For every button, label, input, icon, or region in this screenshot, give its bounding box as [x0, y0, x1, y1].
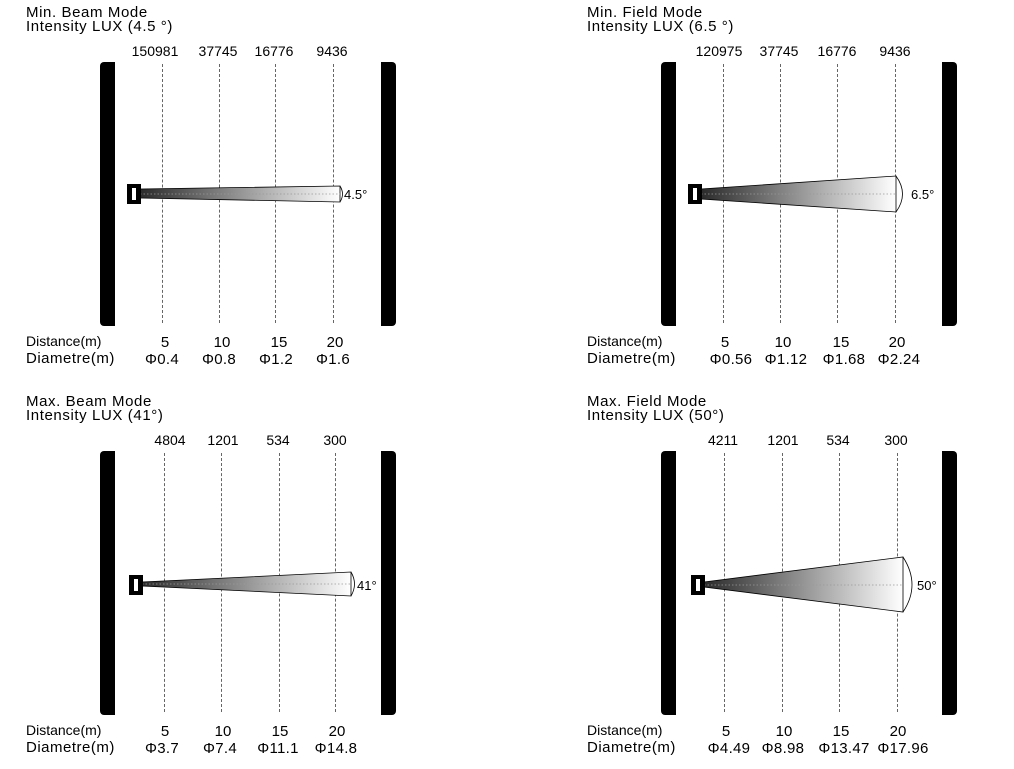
diametre-label: Diametre(m)	[587, 739, 676, 756]
lux-value: 37745	[198, 43, 238, 59]
beam-angle-label: 4.5°	[344, 187, 368, 202]
diameter-value: Φ17.96	[877, 740, 929, 757]
fixture-icon	[127, 184, 141, 204]
panel-subtitle: Intensity LUX (41°)	[26, 407, 164, 424]
diametre-label: Diametre(m)	[26, 350, 115, 367]
angle-arc	[895, 175, 903, 213]
distance-value: 10	[774, 334, 792, 351]
beam-cone-svg	[700, 175, 903, 213]
lux-value: 300	[884, 432, 908, 448]
diameter-value: Φ2.24	[877, 351, 921, 368]
distance-label: Distance(m)	[587, 333, 663, 349]
distance-label: Distance(m)	[26, 722, 102, 738]
lux-value: 150981	[131, 43, 179, 59]
diameter-value: Φ1.2	[258, 351, 294, 368]
lux-value: 4211	[707, 432, 739, 448]
angle-arc	[339, 185, 343, 203]
beam-angle-label: 6.5°	[911, 187, 935, 202]
distance-label: Distance(m)	[587, 722, 663, 738]
distance-value: 15	[270, 334, 288, 351]
beam-angle-label: 41°	[357, 578, 377, 593]
lux-value: 16776	[254, 43, 294, 59]
distance-value: 15	[832, 334, 850, 351]
diametre-label: Diametre(m)	[26, 739, 115, 756]
lux-value: 9436	[316, 43, 348, 59]
distance-value: 20	[889, 723, 907, 740]
fixture-icon	[691, 575, 705, 595]
lux-value: 534	[826, 432, 850, 448]
distance-value: 20	[888, 334, 906, 351]
lux-value: 1201	[767, 432, 799, 448]
diameter-value: Φ13.47	[818, 740, 870, 757]
diameter-value: Φ3.7	[144, 740, 180, 757]
distance-value: 5	[720, 334, 730, 351]
distance-value: 15	[832, 723, 850, 740]
distance-label: Distance(m)	[26, 333, 102, 349]
chart-frame	[661, 62, 957, 326]
chart-frame	[100, 451, 396, 715]
distance-value: 5	[721, 723, 731, 740]
distance-value: 5	[160, 334, 170, 351]
panel-title: Max. Beam Mode	[26, 393, 152, 410]
diametre-label: Diametre(m)	[587, 350, 676, 367]
beam-cone-svg	[703, 556, 913, 613]
distance-value: 20	[326, 334, 344, 351]
angle-arc	[902, 556, 913, 613]
beam-cone	[139, 185, 341, 203]
lux-value: 300	[323, 432, 347, 448]
lux-value: 37745	[759, 43, 799, 59]
distance-value: 10	[214, 723, 232, 740]
fixture-icon	[129, 575, 143, 595]
panel-title: Min. Beam Mode	[26, 4, 148, 21]
beam-panel-max-beam: Max. Beam Mode Intensity LUX (41°) 4804 …	[24, 389, 444, 769]
panel-title: Max. Field Mode	[587, 393, 707, 410]
panel-subtitle: Intensity LUX (50°)	[587, 407, 725, 424]
diameter-value: Φ4.49	[707, 740, 751, 757]
chart-frame	[661, 451, 957, 715]
diameter-value: Φ1.68	[822, 351, 866, 368]
beam-angle-label: 50°	[917, 578, 937, 593]
beam-cone	[703, 556, 904, 613]
diameter-value: Φ0.4	[144, 351, 180, 368]
fixture-icon	[688, 184, 702, 204]
beam-panel-min-beam: Min. Beam Mode Intensity LUX (4.5 °) 150…	[24, 0, 444, 380]
diameter-value: Φ0.56	[709, 351, 753, 368]
distance-value: 20	[328, 723, 346, 740]
distance-value: 5	[160, 723, 170, 740]
lux-value: 1201	[207, 432, 239, 448]
lux-value: 534	[266, 432, 290, 448]
beam-cone	[141, 571, 352, 597]
beam-panel-max-field: Max. Field Mode Intensity LUX (50°) 4211…	[585, 389, 1005, 769]
diameter-value: Φ11.1	[257, 740, 299, 757]
distance-value: 10	[775, 723, 793, 740]
diameter-value: Φ1.12	[764, 351, 808, 368]
beam-cone-svg	[139, 185, 343, 203]
lux-value: 16776	[817, 43, 857, 59]
lux-value: 4804	[154, 432, 186, 448]
beam-cone-svg	[141, 571, 355, 597]
lux-value: 9436	[879, 43, 911, 59]
diameter-value: Φ8.98	[761, 740, 805, 757]
diameter-value: Φ1.6	[315, 351, 351, 368]
distance-value: 10	[213, 334, 231, 351]
diameter-value: Φ7.4	[202, 740, 238, 757]
beam-panel-min-field: Min. Field Mode Intensity LUX (6.5 °) 12…	[585, 0, 1005, 380]
panel-subtitle: Intensity LUX (4.5 °)	[26, 18, 173, 35]
diameter-value: Φ14.8	[314, 740, 358, 757]
chart-frame	[100, 62, 396, 326]
lux-value: 120975	[695, 43, 743, 59]
angle-arc	[350, 571, 355, 597]
diameter-value: Φ0.8	[201, 351, 237, 368]
panel-title: Min. Field Mode	[587, 4, 703, 21]
distance-value: 15	[271, 723, 289, 740]
panel-subtitle: Intensity LUX (6.5 °)	[587, 18, 734, 35]
